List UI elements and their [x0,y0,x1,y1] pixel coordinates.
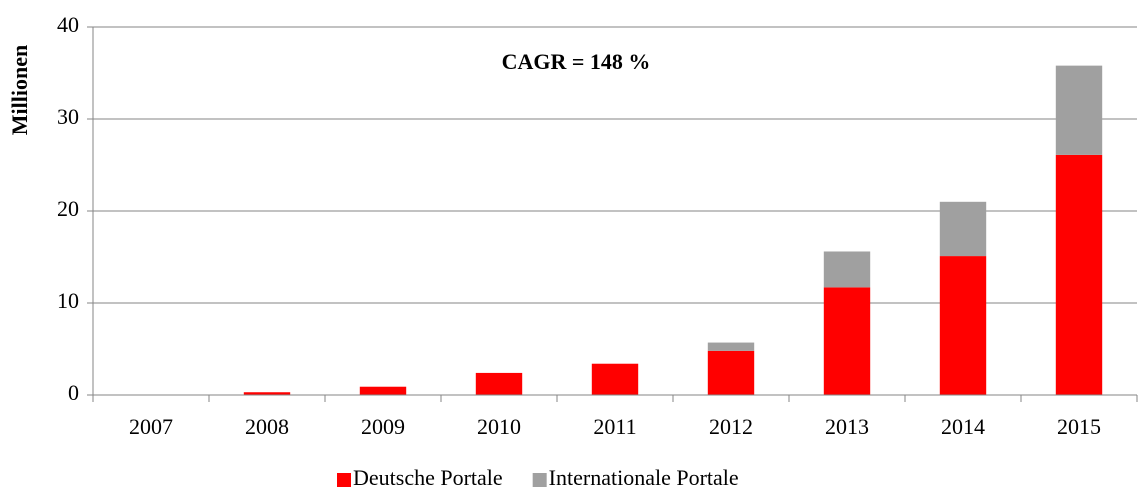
x-tick-label: 2008 [245,414,289,439]
y-axis-label: Millionen [7,45,32,135]
bar [707,342,755,351]
annotation: CAGR = 148 % [502,49,651,74]
x-tick-label: 2012 [709,414,753,439]
bar [1055,154,1103,395]
bar [359,386,407,395]
bar [591,363,639,395]
x-tick-label: 2007 [129,414,173,439]
y-tick-label: 20 [57,196,79,221]
y-tick-label: 10 [57,288,79,313]
x-tick-label: 2013 [825,414,869,439]
bar [1055,65,1103,155]
x-tick-label: 2014 [941,414,985,439]
legend-label: Internationale Portale [549,465,739,489]
legend-swatch [337,473,351,487]
x-tick-label: 2010 [477,414,521,439]
legend-label: Deutsche Portale [353,465,503,489]
bar [939,256,987,395]
bar [243,392,291,395]
y-tick-label: 40 [57,12,79,37]
bar [475,372,523,395]
x-tick-label: 2011 [593,414,636,439]
y-tick-label: 30 [57,104,79,129]
x-tick-label: 2009 [361,414,405,439]
y-tick-label: 0 [68,380,79,405]
bar [939,201,987,257]
bar [823,287,871,395]
x-tick-label: 2015 [1057,414,1101,439]
legend-swatch [532,473,547,487]
bar [823,251,871,288]
bar [707,350,755,395]
